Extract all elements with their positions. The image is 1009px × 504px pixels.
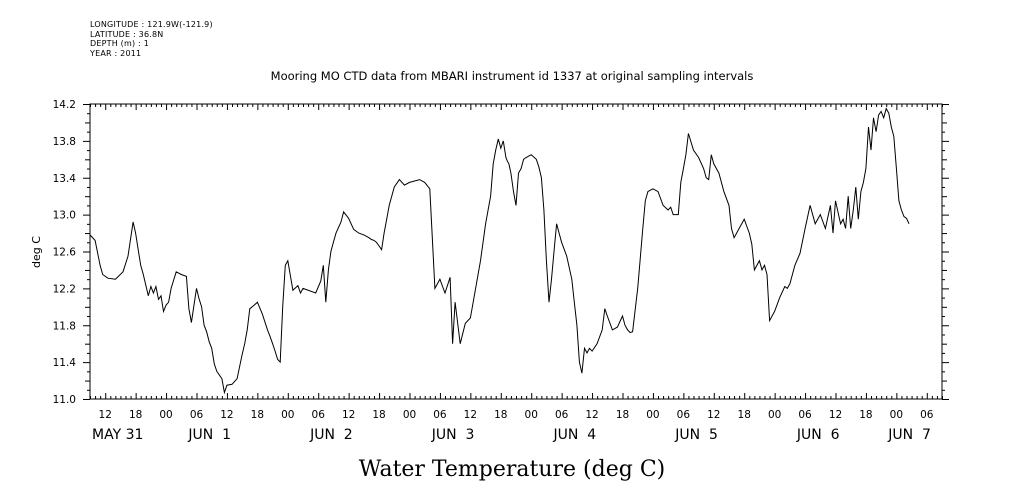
chart-title: Mooring MO CTD data from MBARI instrumen… [271, 69, 754, 83]
x-day-label: JUN 7 [887, 427, 931, 443]
x-hour-tick-label: 12 [99, 409, 112, 421]
x-hour-tick-label: 12 [829, 409, 842, 421]
x-hour-tick-label: 06 [798, 409, 812, 421]
y-tick-label: 11.4 [53, 357, 77, 369]
x-hour-tick-label: 12 [464, 409, 477, 421]
x-hour-tick-label: 18 [251, 409, 264, 421]
x-hour-tick-label: 18 [372, 409, 385, 421]
y-tick-label: 12.2 [53, 283, 76, 295]
x-hour-tick-label: 18 [129, 409, 142, 421]
x-day-label: JUN 5 [674, 427, 718, 443]
y-tick-label: 13.8 [53, 136, 76, 148]
y-tick-label: 13.4 [53, 173, 77, 185]
y-tick-labels: 11.0 11.4 11.8 12.2 12.6 13.0 13.4 13.8 14.2 [53, 99, 77, 406]
year-label: YEAR : 2011 [90, 48, 142, 58]
latitude-label: LATITUDE : 36.8N [90, 29, 164, 39]
x-hour-tick-label: 00 [890, 409, 903, 421]
x-hour-tick-label: 00 [281, 409, 294, 421]
temperature-series-line [89, 107, 910, 395]
x-hour-tick-label: 06 [555, 409, 569, 421]
x-tick-labels: 12 18 00 06 12 18 00 06 12 18 00 06 12 18 00 06 12 18 00 06… [99, 409, 934, 421]
plot-frame [89, 103, 943, 400]
x-day-label: JUN 4 [553, 427, 597, 443]
x-hour-tick-label: 18 [494, 409, 507, 421]
x-hour-tick-label: 06 [920, 409, 934, 421]
x-day-label: JUN 6 [796, 427, 840, 443]
x-day-label: JUN 3 [431, 427, 475, 443]
x-hour-tick-label: 06 [312, 409, 326, 421]
y-tick-label: 11.8 [53, 320, 76, 332]
y-tick-label: 13.0 [53, 210, 76, 222]
x-day-label: JUN 1 [187, 427, 231, 443]
x-day-label: MAY 31 [92, 427, 143, 443]
station-metadata: LONGITUDE : 121.9W(-121.9) LATITUDE : 36… [90, 20, 213, 58]
x-hour-tick-label: 18 [859, 409, 872, 421]
x-hour-tick-label: 12 [707, 409, 720, 421]
x-hour-tick-label: 18 [616, 409, 629, 421]
x-hour-tick-label: 00 [525, 409, 538, 421]
x-hour-tick-label: 00 [403, 409, 416, 421]
x-hour-tick-label: 00 [646, 409, 659, 421]
x-axis-title: Water Temperature (deg C) [359, 457, 666, 482]
x-hour-tick-label: 06 [433, 409, 447, 421]
x-hour-tick-label: 12 [585, 409, 598, 421]
x-hour-tick-label: 06 [190, 409, 204, 421]
x-hour-tick-label: 12 [342, 409, 355, 421]
y-tick-label: 11.0 [53, 394, 76, 406]
x-hour-tick-label: 00 [159, 409, 172, 421]
x-hour-tick-label: 18 [738, 409, 751, 421]
y-tick-label: 14.2 [53, 99, 76, 111]
y-tick-label: 12.6 [53, 247, 77, 259]
depth-label: DEPTH (m) : 1 [90, 39, 149, 48]
x-hour-tick-label: 12 [220, 409, 233, 421]
x-day-label: JUN 2 [309, 427, 353, 443]
x-hour-tick-label: 00 [768, 409, 781, 421]
longitude-label: LONGITUDE : 121.9W(-121.9) [90, 20, 213, 29]
y-axis-label: deg C [30, 236, 43, 268]
x-hour-tick-label: 06 [677, 409, 691, 421]
day-labels: MAY 31 JUN 1 JUN 2 JUN 3 JUN 4 JUN 5 JUN 6 JUN … [92, 427, 931, 443]
